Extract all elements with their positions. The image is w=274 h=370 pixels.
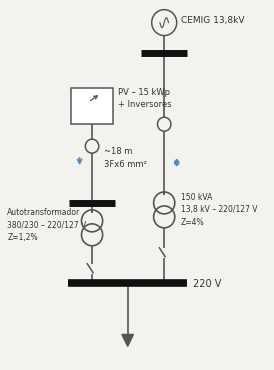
Text: 220 V: 220 V bbox=[193, 279, 221, 289]
Text: 150 kVA
13,8 kV – 220/127 V
Z=4%: 150 kVA 13,8 kV – 220/127 V Z=4% bbox=[181, 193, 257, 227]
Text: CEMIG 13,8kV: CEMIG 13,8kV bbox=[181, 16, 244, 25]
Text: ~18 m
3Fx6 mm²: ~18 m 3Fx6 mm² bbox=[104, 147, 146, 169]
FancyBboxPatch shape bbox=[71, 88, 113, 124]
Text: PV – 15 kWp
+ Inversores: PV – 15 kWp + Inversores bbox=[118, 88, 172, 109]
Text: Autotransformador
380/230 – 220/127 V
Z=1,2%: Autotransformador 380/230 – 220/127 V Z=… bbox=[7, 208, 87, 242]
Polygon shape bbox=[122, 334, 133, 346]
